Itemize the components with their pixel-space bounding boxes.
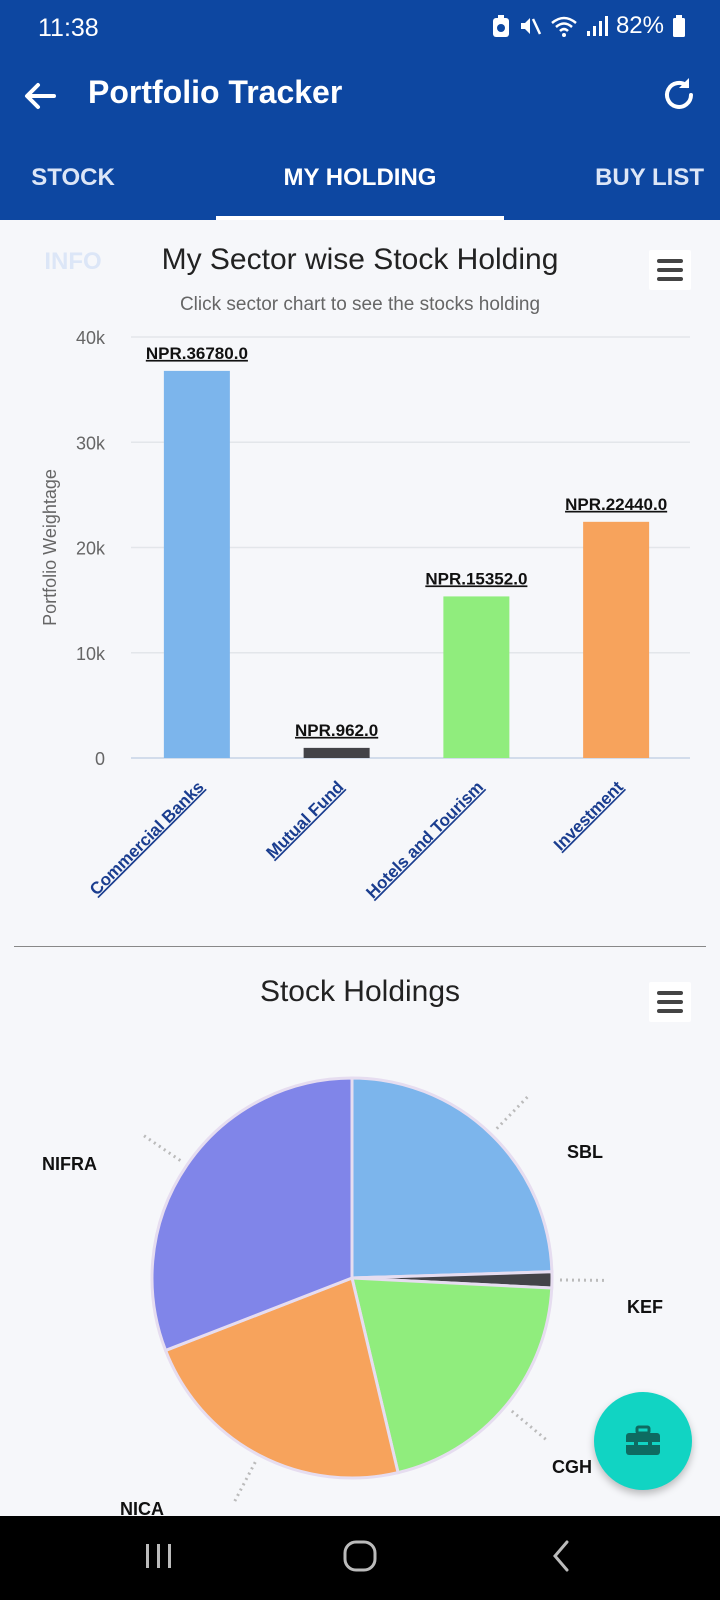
bar-data-label: NPR.962.0 (295, 721, 378, 740)
wifi-icon (551, 16, 577, 37)
battery-icon (673, 15, 685, 37)
bar-chart-menu-button[interactable] (649, 250, 691, 290)
pie-slice-cgh[interactable] (350, 1276, 554, 1475)
back-chevron-icon[interactable] (549, 1538, 573, 1574)
y-axis-label: Portfolio Weightage (40, 469, 60, 626)
pie-label: CGH (552, 1457, 592, 1477)
pie-label: SBL (567, 1142, 603, 1162)
signal-icon (586, 16, 608, 36)
bar-investment[interactable] (583, 521, 650, 758)
pie-connector (495, 1093, 531, 1130)
section-divider (14, 946, 706, 947)
y-tick-label: 40k (76, 328, 106, 348)
pie-chart: SBL KEF CGH NICA NIFRA (42, 1076, 663, 1519)
status-time: 11:38 (38, 14, 99, 42)
pie-slice-nifra[interactable] (150, 1076, 354, 1353)
pie-connector (140, 1132, 182, 1162)
pie-label: NIFRA (42, 1154, 97, 1174)
y-tick-label: 0 (95, 749, 105, 769)
y-tick-label: 10k (76, 644, 106, 664)
tab-buy-list[interactable]: BUY LIST (595, 164, 704, 191)
system-nav-bar (0, 1516, 720, 1600)
pie-slice-sbl[interactable] (350, 1076, 554, 1280)
tab-indicator (216, 216, 504, 220)
recents-icon[interactable] (143, 1538, 175, 1574)
battery-percent: 82% (615, 12, 664, 39)
mute-icon (520, 18, 542, 35)
status-bar: 11:38 82% (0, 0, 720, 56)
bar-data-label: NPR.22440.0 (565, 495, 667, 514)
bar-chart-subtitle: Click sector chart to see the stocks hol… (179, 294, 541, 315)
toolbox-icon (626, 1425, 660, 1455)
toolbox-fab[interactable] (594, 1392, 692, 1490)
tab-bar: STOCK INFO MY HOLDING BUY LIST (0, 136, 720, 275)
x-category-label[interactable]: Hotels and Tourism (362, 777, 487, 902)
home-icon[interactable] (341, 1538, 379, 1574)
pie-connector (510, 1409, 549, 1443)
arrow-left-icon[interactable] (20, 76, 60, 116)
pie-connector (232, 1461, 257, 1505)
battery-saver-icon (492, 15, 509, 37)
pie-label: KEF (627, 1297, 663, 1317)
app-bar: Portfolio Tracker (0, 56, 720, 136)
bar-chart-title: My Sector wise Stock Holding (161, 243, 559, 276)
bar-data-label: NPR.36780.0 (146, 344, 248, 363)
page-title: Portfolio Tracker (88, 74, 343, 110)
y-tick-label: 20k (76, 539, 106, 559)
pie-label: NICA (120, 1499, 164, 1519)
y-tick-label: 30k (76, 433, 106, 453)
bar-data-label: NPR.15352.0 (425, 569, 527, 588)
tab-my-holding[interactable]: MY HOLDING (283, 164, 437, 191)
bar-hotels-and-tourism[interactable] (443, 596, 510, 758)
status-icons: 82% (492, 12, 686, 40)
x-category-label[interactable]: Investment (550, 777, 627, 854)
tab-stock-info[interactable]: STOCK INFO (31, 164, 115, 275)
pie-chart-menu-button[interactable] (649, 982, 691, 1022)
pie-chart-title: Stock Holdings (259, 975, 461, 1008)
bar-chart: Portfolio Weightage 0 10k 20k 30k 40k NPR.3678… (40, 328, 690, 902)
refresh-icon[interactable] (658, 74, 700, 116)
x-category-label[interactable]: Mutual Fund (263, 777, 348, 862)
bar-commercial-banks[interactable] (163, 370, 230, 758)
bar-mutual-fund[interactable] (303, 747, 370, 758)
x-category-label[interactable]: Commercial Banks (86, 777, 208, 899)
